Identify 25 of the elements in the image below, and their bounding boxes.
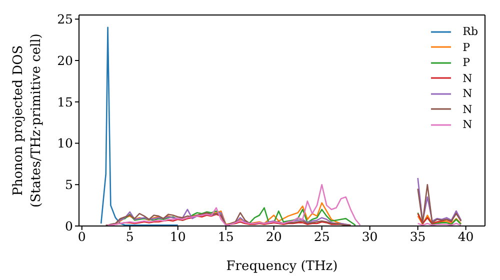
y-tick-label: 15: [57, 94, 73, 110]
x-tick-label: 25: [314, 228, 330, 244]
legend-label: N: [462, 70, 472, 86]
y-tick-label: 25: [57, 12, 73, 27]
legend-label: N: [462, 102, 472, 117]
legend-label: N: [462, 117, 472, 132]
x-tick-label: 15: [218, 228, 234, 244]
x-tick-label: 35: [410, 228, 426, 244]
y-tick-label: 5: [65, 177, 73, 192]
y-tick-label: 10: [57, 136, 74, 151]
y-tick-label: 20: [57, 52, 74, 68]
y-axis-title: Phonon projected DOS (States/THz·primitive cell): [11, 33, 44, 208]
x-tick-label: 40: [458, 228, 474, 244]
line-series: [100, 26, 179, 226]
x-tick-label: 0: [78, 228, 86, 244]
x-tick-label: 10: [170, 228, 186, 244]
legend-label: P: [462, 55, 470, 70]
y-tick-label: 0: [65, 218, 74, 234]
legend-label: P: [462, 40, 470, 55]
legend-label: N: [462, 86, 472, 102]
x-axis-title: Frequency (THz): [226, 259, 338, 274]
x-tick-label: 30: [362, 228, 378, 244]
x-tick-label: 5: [126, 228, 134, 244]
legend-label: Rb: [462, 24, 478, 40]
x-tick-label: 20: [266, 228, 282, 244]
